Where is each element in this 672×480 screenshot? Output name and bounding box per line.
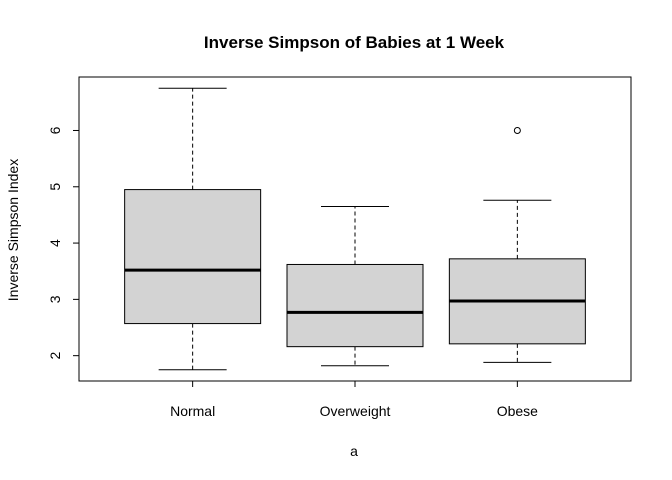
y-axis-label: Inverse Simpson Index — [5, 159, 21, 301]
y-tick-label: 4 — [47, 239, 63, 247]
box-iqr — [124, 189, 262, 325]
y-tick-label: 2 — [47, 352, 63, 360]
plot-frame — [78, 76, 632, 382]
x-tick-label: Normal — [170, 403, 215, 419]
box-group-normal — [124, 87, 262, 371]
chart-title: Inverse Simpson of Babies at 1 Week — [204, 33, 505, 52]
box-group-overweight — [286, 205, 424, 367]
x-tick-label: Overweight — [320, 403, 391, 419]
x-tick-label: Obese — [497, 403, 538, 419]
box-group-obese — [448, 126, 586, 363]
x-axis-label: a — [350, 443, 358, 459]
x-axis: Normal Overweight Obese — [170, 381, 538, 419]
y-tick-label: 3 — [47, 295, 63, 303]
y-tick-label: 6 — [47, 126, 63, 134]
boxes-layer — [124, 87, 586, 371]
outlier-point — [513, 126, 521, 134]
box-iqr — [286, 263, 424, 348]
y-tick-label: 5 — [47, 183, 63, 191]
